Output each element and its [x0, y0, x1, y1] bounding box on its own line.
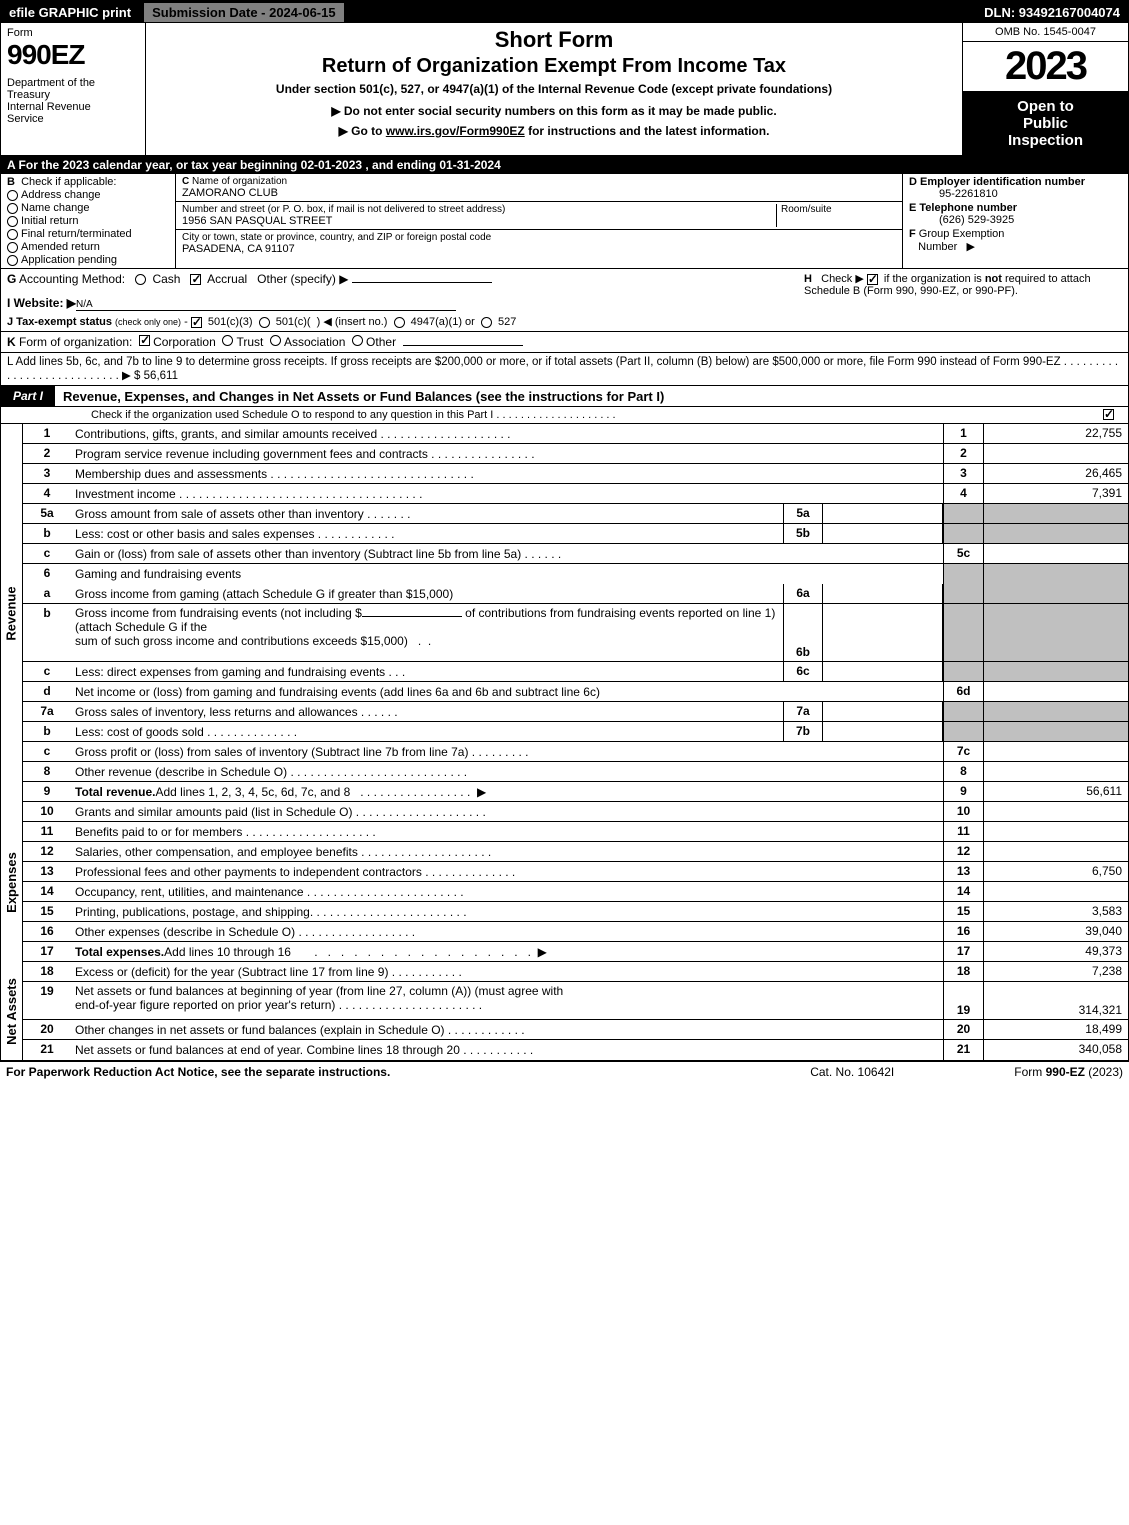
- section-i: I Website: ▶N/A: [7, 296, 792, 311]
- line7c-value: [983, 742, 1128, 761]
- street-label: Number and street (or P. O. box, if mail…: [182, 204, 776, 215]
- phone: (626) 529-3925: [909, 214, 1122, 226]
- line11-value: [983, 822, 1128, 841]
- header-center: Short Form Return of Organization Exempt…: [146, 23, 963, 155]
- section-k: K Form of organization: Corporation Trus…: [1, 332, 1128, 353]
- line17-value: 49,373: [983, 942, 1128, 961]
- line15-value: 3,583: [983, 902, 1128, 921]
- dln: DLN: 93492167004074: [984, 5, 1128, 20]
- d-label: D Employer identification number: [909, 176, 1085, 188]
- part1-sub: Check if the organization used Schedule …: [1, 407, 1128, 423]
- line13-value: 6,750: [983, 862, 1128, 881]
- cb-amended-return[interactable]: Amended return: [7, 241, 169, 253]
- line9-value: 56,611: [983, 782, 1128, 801]
- paperwork-notice: For Paperwork Reduction Act Notice, see …: [6, 1065, 810, 1079]
- line10-value: [983, 802, 1128, 821]
- tax-year: 2023: [963, 42, 1128, 92]
- city-label: City or town, state or province, country…: [182, 232, 896, 243]
- open-to-public: Open toPublicInspection: [963, 92, 1128, 155]
- cb-address-change[interactable]: Address change: [7, 189, 169, 201]
- line12-value: [983, 842, 1128, 861]
- cb-cash[interactable]: [135, 274, 146, 285]
- line19-value: 314,321: [983, 982, 1128, 1019]
- website: N/A: [76, 299, 456, 311]
- note-ssn: ▶ Do not enter social security numbers o…: [154, 104, 954, 118]
- form-footer: Form 990-EZ (2023): [1014, 1065, 1123, 1079]
- line8-value: [983, 762, 1128, 781]
- part1-title: Revenue, Expenses, and Changes in Net As…: [55, 389, 664, 404]
- efile-label: efile GRAPHIC print: [1, 5, 139, 20]
- line16-value: 39,040: [983, 922, 1128, 941]
- cb-schedule-o[interactable]: [1103, 409, 1114, 420]
- line2-value: [983, 444, 1128, 463]
- expenses-section: Expenses 10Grants and similar amounts pa…: [1, 802, 1128, 962]
- ein: 95-2261810: [909, 188, 1122, 200]
- line14-value: [983, 882, 1128, 901]
- part1-header: Part I Revenue, Expenses, and Changes in…: [1, 385, 1128, 407]
- short-form-title: Short Form: [154, 27, 954, 53]
- part1-label: Part I: [1, 386, 55, 406]
- netassets-section: Net Assets 18Excess or (deficit) for the…: [1, 962, 1128, 1060]
- cb-initial-return[interactable]: Initial return: [7, 215, 169, 227]
- side-expenses: Expenses: [1, 802, 23, 962]
- form-container: efile GRAPHIC print Submission Date - 20…: [0, 0, 1129, 1061]
- topbar: efile GRAPHIC print Submission Date - 20…: [1, 1, 1128, 23]
- header-left: Form 990EZ Department of theTreasuryInte…: [1, 23, 146, 155]
- row-gh: G Accounting Method: Cash Accrual Other …: [1, 269, 1128, 332]
- form-header: Form 990EZ Department of theTreasuryInte…: [1, 23, 1128, 156]
- line20-value: 18,499: [983, 1020, 1128, 1039]
- entity-block: B Check if applicable: Address change Na…: [1, 174, 1128, 269]
- form-number: 990EZ: [7, 39, 139, 71]
- header-right: OMB No. 1545-0047 2023 Open toPublicInsp…: [963, 23, 1128, 155]
- cb-application-pending[interactable]: Application pending: [7, 254, 169, 266]
- cb-final-return[interactable]: Final return/terminated: [7, 228, 169, 240]
- org-name: ZAMORANO CLUB: [182, 187, 896, 199]
- room-label: Room/suite: [781, 204, 896, 215]
- subtitle: Under section 501(c), 527, or 4947(a)(1)…: [154, 82, 954, 96]
- department: Department of theTreasuryInternal Revenu…: [7, 77, 139, 125]
- side-revenue: Revenue: [1, 424, 23, 802]
- section-def: D Employer identification number 95-2261…: [903, 174, 1128, 268]
- line5c-value: [983, 544, 1128, 563]
- section-a: A For the 2023 calendar year, or tax yea…: [1, 156, 1128, 174]
- section-h: H Check ▶ if the organization is not req…: [798, 269, 1128, 331]
- cat-no: Cat. No. 10642I: [810, 1065, 894, 1079]
- street: 1956 SAN PASQUAL STREET: [182, 215, 776, 227]
- omb-number: OMB No. 1545-0047: [963, 23, 1128, 42]
- irs-link[interactable]: www.irs.gov/Form990EZ: [386, 124, 525, 138]
- line6d-value: [983, 682, 1128, 701]
- e-label: E Telephone number: [909, 202, 1017, 214]
- line1-value: 22,755: [983, 424, 1128, 443]
- side-netassets: Net Assets: [1, 962, 23, 1060]
- line18-value: 7,238: [983, 962, 1128, 981]
- submission-date: Submission Date - 2024-06-15: [143, 2, 345, 23]
- section-l: L Add lines 5b, 6c, and 7b to line 9 to …: [1, 353, 1128, 385]
- city: PASADENA, CA 91107: [182, 243, 896, 255]
- section-g: G Accounting Method: Cash Accrual Other …: [7, 272, 792, 286]
- line21-value: 340,058: [983, 1040, 1128, 1060]
- section-c: C Name of organization ZAMORANO CLUB Num…: [176, 174, 903, 268]
- line3-value: 26,465: [983, 464, 1128, 483]
- form-word: Form: [7, 27, 139, 39]
- cb-name-change[interactable]: Name change: [7, 202, 169, 214]
- line4-value: 7,391: [983, 484, 1128, 503]
- section-j: J Tax-exempt status (check only one) - 5…: [7, 315, 792, 328]
- note-link: ▶ Go to www.irs.gov/Form990EZ for instru…: [154, 124, 954, 138]
- revenue-section: Revenue 1Contributions, gifts, grants, a…: [1, 423, 1128, 802]
- cb-accrual[interactable]: [190, 274, 201, 285]
- page-footer: For Paperwork Reduction Act Notice, see …: [0, 1061, 1129, 1082]
- main-title: Return of Organization Exempt From Incom…: [154, 55, 954, 78]
- section-b: B Check if applicable: Address change Na…: [1, 174, 176, 268]
